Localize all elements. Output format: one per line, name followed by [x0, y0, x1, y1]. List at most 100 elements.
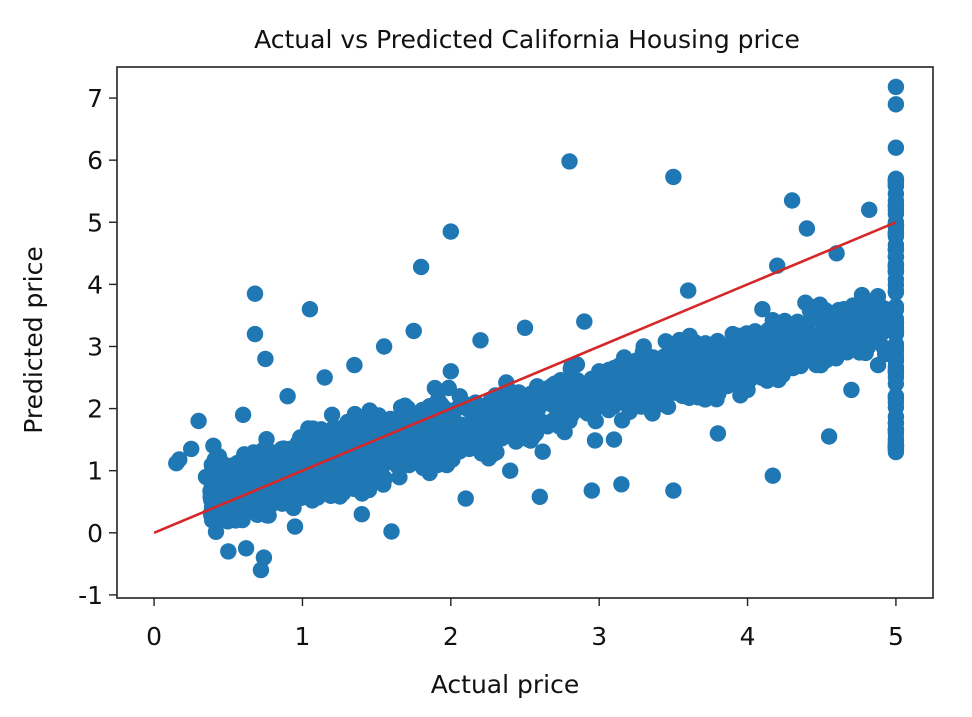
data-point: [681, 370, 698, 387]
data-point: [467, 415, 485, 433]
data-point: [534, 443, 551, 460]
data-point: [258, 431, 275, 448]
data-point: [197, 468, 215, 486]
data-point: [613, 476, 630, 493]
data-point: [502, 414, 519, 432]
data-point: [546, 375, 563, 392]
data-point: [205, 437, 222, 454]
data-point: [345, 415, 363, 433]
plot-area: 0 1 2 3 4 5 -1 0 1 2 3 4 5 6 7: [78, 66, 934, 651]
data-point: [820, 428, 838, 445]
data-point: [770, 351, 788, 368]
data-point: [426, 379, 444, 397]
data-point: [586, 432, 604, 449]
data-point: [861, 201, 878, 218]
data-point: [246, 325, 264, 343]
data-point: [473, 445, 490, 462]
y-tick-label: 7: [87, 84, 103, 113]
data-point: [516, 319, 534, 336]
data-point: [472, 332, 489, 349]
data-point: [285, 499, 302, 517]
y-tick-label: 2: [87, 395, 103, 424]
data-point: [835, 301, 853, 318]
data-point: [887, 225, 905, 242]
data-point: [375, 338, 393, 355]
data-point: [887, 301, 905, 318]
data-point: [764, 467, 781, 484]
data-point: [338, 456, 356, 473]
x-tick-label: 0: [146, 622, 162, 651]
data-point: [457, 490, 474, 507]
data-point: [613, 412, 631, 429]
data-point: [843, 381, 860, 399]
data-point: [583, 482, 600, 499]
data-point: [872, 314, 889, 331]
data-point: [467, 403, 484, 420]
data-point: [591, 363, 608, 380]
data-point: [887, 350, 905, 368]
data-point: [568, 356, 586, 373]
data-point: [579, 405, 596, 422]
x-tick-label: 2: [443, 622, 459, 651]
data-point: [812, 346, 829, 363]
data-point: [220, 462, 237, 479]
data-point: [837, 326, 855, 343]
data-point: [442, 363, 459, 380]
data-point: [681, 327, 698, 345]
data-point: [190, 412, 207, 430]
data-point: [433, 396, 450, 413]
data-point: [294, 443, 311, 461]
data-point: [379, 449, 396, 467]
scatter-points: [168, 78, 905, 579]
data-point: [212, 487, 230, 504]
data-point: [478, 426, 495, 444]
y-tick-label: -1: [78, 581, 103, 610]
data-point: [323, 406, 341, 423]
data-point: [561, 153, 578, 170]
data-point: [858, 294, 875, 312]
x-tick-label: 5: [888, 622, 904, 651]
data-point: [647, 363, 664, 380]
data-point: [207, 523, 225, 540]
data-point: [776, 312, 793, 330]
data-point: [531, 488, 548, 505]
data-point: [351, 428, 368, 445]
data-point: [771, 325, 788, 343]
data-point: [752, 368, 769, 385]
data-point: [694, 369, 712, 386]
data-point: [869, 356, 887, 374]
data-point: [711, 347, 728, 365]
y-tick-label: 0: [87, 519, 103, 548]
data-point: [887, 139, 905, 156]
data-point: [272, 487, 289, 504]
data-point: [442, 223, 459, 240]
y-tick-label: 4: [87, 270, 103, 299]
data-point: [791, 344, 808, 361]
data-point: [689, 389, 707, 406]
data-point: [741, 333, 758, 351]
data-point: [405, 322, 422, 340]
data-point: [171, 451, 188, 468]
y-tick-label: 3: [87, 332, 103, 361]
data-point: [887, 394, 905, 411]
x-tick-label: 1: [295, 622, 311, 651]
data-point: [813, 307, 830, 324]
data-point: [440, 417, 458, 435]
data-point: [488, 444, 505, 461]
data-point: [621, 390, 638, 407]
data-point: [709, 425, 727, 442]
data-point: [227, 512, 244, 529]
data-point: [257, 350, 274, 368]
data-point: [887, 96, 905, 113]
data-point: [212, 508, 229, 525]
data-point: [252, 561, 270, 579]
data-point: [237, 540, 255, 557]
x-tick-label: 4: [740, 622, 756, 651]
data-point: [507, 433, 525, 450]
data-point: [887, 363, 905, 381]
y-tick-label: 6: [87, 146, 103, 175]
data-point: [353, 506, 370, 523]
data-point: [403, 424, 420, 441]
data-point: [859, 323, 876, 340]
